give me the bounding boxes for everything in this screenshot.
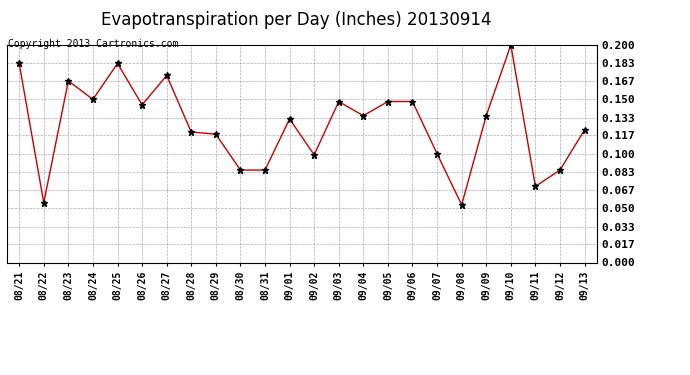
Text: ET  (Inches): ET (Inches) — [510, 30, 585, 40]
Text: Copyright 2013 Cartronics.com: Copyright 2013 Cartronics.com — [8, 39, 179, 50]
Text: Evapotranspiration per Day (Inches) 20130914: Evapotranspiration per Day (Inches) 2013… — [101, 11, 492, 29]
